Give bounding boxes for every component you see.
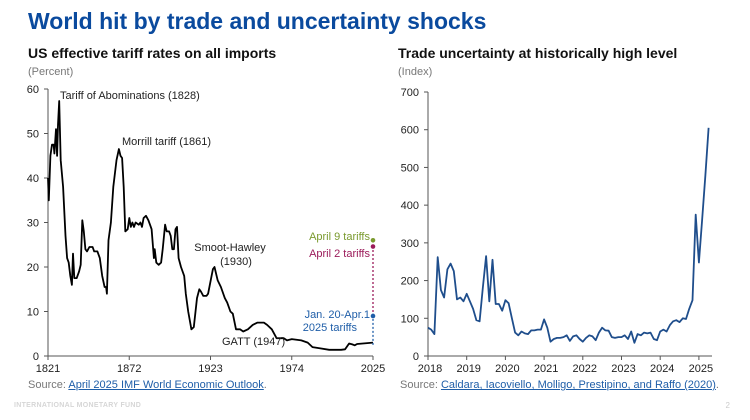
left-y-tick-label: 50 [27, 129, 39, 141]
source-suffix: . [263, 379, 267, 391]
footer-org: INTERNATIONAL MONETARY FUND [14, 402, 142, 409]
right-x-tick-label: 2021 [534, 363, 558, 375]
left-y-tick-label: 10 [27, 307, 39, 319]
left-x-tick-label: 1821 [36, 363, 60, 375]
right-y-tick-label: 100 [401, 313, 419, 325]
right-x-tick-label: 2022 [573, 363, 597, 375]
annotation-abominations: Tariff of Abominations (1828) [60, 90, 200, 102]
right-x-tick-label: 2018 [418, 363, 442, 375]
left-y-tick-label: 30 [27, 218, 39, 230]
april2-marker [370, 244, 376, 249]
left-y-tick-label: 40 [27, 173, 39, 185]
right-x-tick-label: 2023 [611, 363, 635, 375]
right-y-tick-label: 400 [401, 200, 419, 212]
tariff-line [47, 100, 374, 351]
left-chart-unit: (Percent) [28, 66, 74, 78]
source-label: Source: [28, 379, 69, 391]
right-x-tick-label: 2020 [495, 363, 519, 375]
right-y-tick-label: 600 [401, 125, 419, 137]
left-y-tick-label: 0 [33, 351, 39, 363]
slide-title: World hit by trade and uncertainty shock… [28, 8, 487, 34]
source-label: Source: [400, 379, 441, 391]
right-y-tick-label: 200 [401, 276, 419, 288]
left-source: Source: April 2025 IMF World Economic Ou… [28, 379, 267, 391]
left-y-tick-label: 20 [27, 262, 39, 274]
left-y-tick-label: 60 [27, 84, 39, 96]
annotation-jan-tariffs-line2: 2025 tariffs [303, 322, 358, 334]
source-link-caldara[interactable]: Caldara, Iacoviello, Molligo, Prestipino… [440, 379, 716, 391]
left-x-tick-label: 1974 [280, 363, 304, 375]
right-chart-unit: (Index) [398, 66, 433, 78]
right-x-tick-label: 2025 [689, 363, 713, 375]
annotation-april2: April 2 tariffs [309, 248, 370, 260]
source-link-weo[interactable]: April 2025 IMF World Economic Outlook [68, 379, 264, 391]
right-y-tick-label: 700 [401, 87, 419, 99]
annotation-april9: April 9 tariffs [309, 231, 370, 243]
annotation-jan-tariffs: Jan. 20-Apr.1 [305, 309, 370, 321]
right-y-tick-label: 0 [413, 351, 419, 363]
right-source: Source: Caldara, Iacoviello, Molligo, Pr… [400, 379, 719, 391]
jan-tariffs-marker [370, 313, 376, 319]
left-x-tick-label: 1923 [198, 363, 222, 375]
annotation-smoot-hawley: Smoot-Hawley [194, 242, 266, 254]
annotation-morrill: Morrill tariff (1861) [122, 136, 211, 148]
left-x-tick-label: 2025 [361, 363, 385, 375]
right-y-tick-label: 500 [401, 162, 419, 174]
annotation-smoot-hawley-year: (1930) [220, 256, 252, 268]
left-x-tick-label: 1872 [117, 363, 141, 375]
right-x-tick-label: 2024 [650, 363, 674, 375]
annotation-gatt: GATT (1947) [222, 336, 285, 348]
april9-marker [370, 238, 376, 243]
source-suffix: . [715, 379, 719, 391]
page-number: 2 [725, 401, 730, 410]
right-x-tick-label: 2019 [456, 363, 480, 375]
uncertainty-line [427, 127, 710, 344]
right-y-tick-label: 300 [401, 238, 419, 250]
left-chart-title: US effective tariff rates on all imports [28, 45, 277, 61]
right-chart-title: Trade uncertainty at historically high l… [398, 45, 678, 61]
